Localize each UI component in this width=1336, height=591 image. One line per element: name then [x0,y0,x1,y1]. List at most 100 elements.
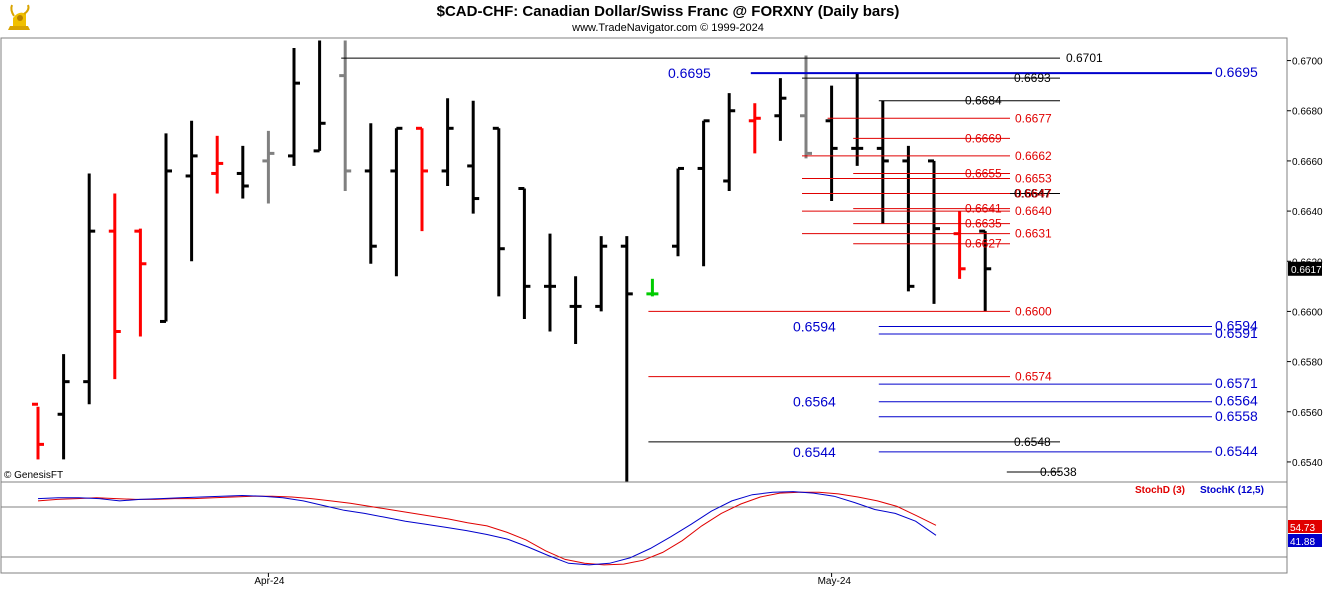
stochastic-value-box [1288,534,1322,547]
price-level-label: 0.6635 [965,217,1002,231]
ohlc-bar [851,73,864,166]
ohlc-bar [57,354,70,460]
price-level: 0.6662 [802,149,1052,163]
ohlc-bar [876,100,889,224]
price-level: 0.6627 [853,237,1010,251]
price-axis-label: 0.6700 [1292,57,1323,68]
price-axis-label: 0.6660 [1292,157,1323,168]
price-level: 0.6548 [648,435,1060,449]
ohlc-bar [288,48,300,166]
last-price-box [1288,261,1322,276]
price-level-label: 0.6647 [1014,187,1051,201]
ohlc-bar [441,98,454,186]
price-level: 0.6591 [878,325,1258,341]
stochastic-last-values: 54.73 41.88 [1288,520,1322,548]
bull-logo-icon [8,4,30,30]
price-level-label: 0.6684 [965,94,1002,108]
time-axis: Apr-24 May-24 [254,573,851,587]
price-axis-label: 0.6580 [1292,358,1323,369]
price-level: 0.6631 [802,227,1052,241]
price-level-label: 0.6640 [1015,204,1052,218]
stochastic-lines [37,491,937,566]
price-level-label: 0.6631 [1015,227,1052,241]
price-level: 0.6684 [878,94,1060,108]
ohlc-bar [825,85,838,202]
price-level-label: 0.6594 [1215,317,1258,333]
stochastic-line [37,491,937,566]
price-level-label: 0.6655 [965,166,1002,180]
ohlc-bar [569,276,582,345]
price-level-label: 0.6564 [1215,393,1258,409]
price-level: 0.6701 [341,51,1103,65]
ohlc-bar [979,229,992,312]
chart-subtitle: www.TradeNavigator.com © 1999-2024 [572,22,764,34]
price-axis-label: 0.6600 [1292,307,1323,318]
price-level-label: 0.6538 [1040,465,1077,479]
last-price-label: 0.6617 [1291,265,1322,276]
price-level: 0.6669 [853,131,1010,145]
stochastic-panel: StochD (3) StochK (12,5) 54.73 41.88 [0,481,1322,574]
chart-header: $CAD-CHF: Canadian Dollar/Swiss Franc @ … [0,0,1336,38]
ohlc-bar [774,78,787,141]
price-level: 0.6538 [1006,465,1077,479]
price-level-label: 0.6677 [1015,111,1052,125]
ohlc-bar [595,236,608,312]
time-axis-label: Apr-24 [254,576,284,587]
stochastic-legend-entry: StochK (12,5) [1200,485,1264,496]
watermark: © GenesisFT [4,470,63,481]
price-level-label: 0.6647 [1015,187,1052,201]
price-level-label: 0.6548 [1014,435,1051,449]
ohlc-bar [416,126,428,232]
stochastic-line [37,491,937,566]
price-level-label: 0.6627 [965,237,1002,251]
stochastic-plot-frame [0,481,1288,574]
price-level-label: 0.6574 [1015,370,1052,384]
price-axis-label: 0.6560 [1292,408,1323,419]
price-plot-frame [0,37,1288,483]
ohlc-bar [723,93,736,192]
stochastic-value-label: 54.73 [1290,523,1315,534]
price-level: 0.6677 [827,111,1052,125]
ohlc-bar [467,100,480,214]
ohlc-bar [928,159,940,304]
price-level-label: 0.6600 [1015,304,1052,318]
price-level-label: 0.6662 [1015,149,1052,163]
price-level: 0.6655 [853,166,1010,180]
ohlc-bar [211,135,224,194]
ohlc-bar [697,119,710,267]
price-level: 0.6571 [878,375,1258,391]
ohlc-bar [364,123,377,264]
price-level: 0.6647 [802,187,1052,201]
price-level: 0.6544 0.6544 [793,443,1258,460]
ohlc-bar [134,228,147,337]
price-level-label: 0.6701 [1066,51,1103,65]
stochastic-legend-entry: StochD (3) [1135,485,1185,496]
price-level-label: 0.6558 [1215,408,1258,424]
price-level-label: 0.6591 [1215,325,1258,341]
price-axis-label: 0.6540 [1292,458,1323,469]
price-level: 0.6574 [648,370,1052,384]
price-level-left-label: 0.6594 [793,318,836,334]
ohlc-bar [390,126,403,277]
ohlc-bar [544,233,556,332]
chart-title: $CAD-CHF: Canadian Dollar/Swiss Franc @ … [436,3,900,20]
price-panel: 0.6701 0.6695 0.6695 0.6693 0.6684 0.6677 0.66… [0,37,1323,483]
ohlc-bar [313,40,326,153]
price-level-label: 0.6669 [965,131,1002,145]
price-level-label: 0.6641 [965,202,1002,216]
ohlc-bar [492,126,505,297]
price-axis: 0.65400.65600.65800.66000.66200.66400.66… [1287,57,1323,469]
price-level-left-label: 0.6564 [793,394,836,410]
price-level-label: 0.6693 [1014,71,1051,85]
time-axis-label: May-24 [818,576,852,587]
price-level-label: 0.6544 [1215,443,1258,459]
price-level: 0.6558 [878,408,1258,424]
price-level-label: 0.6571 [1215,375,1258,391]
ohlc-bar [108,193,121,380]
ohlc-bar [236,145,249,199]
ohlc-bar [646,278,659,297]
stochastic-value-label: 41.88 [1290,537,1315,548]
price-levels: 0.6701 0.6695 0.6695 0.6693 0.6684 0.6677 0.66… [341,51,1258,479]
ohlc-bar [262,130,275,204]
